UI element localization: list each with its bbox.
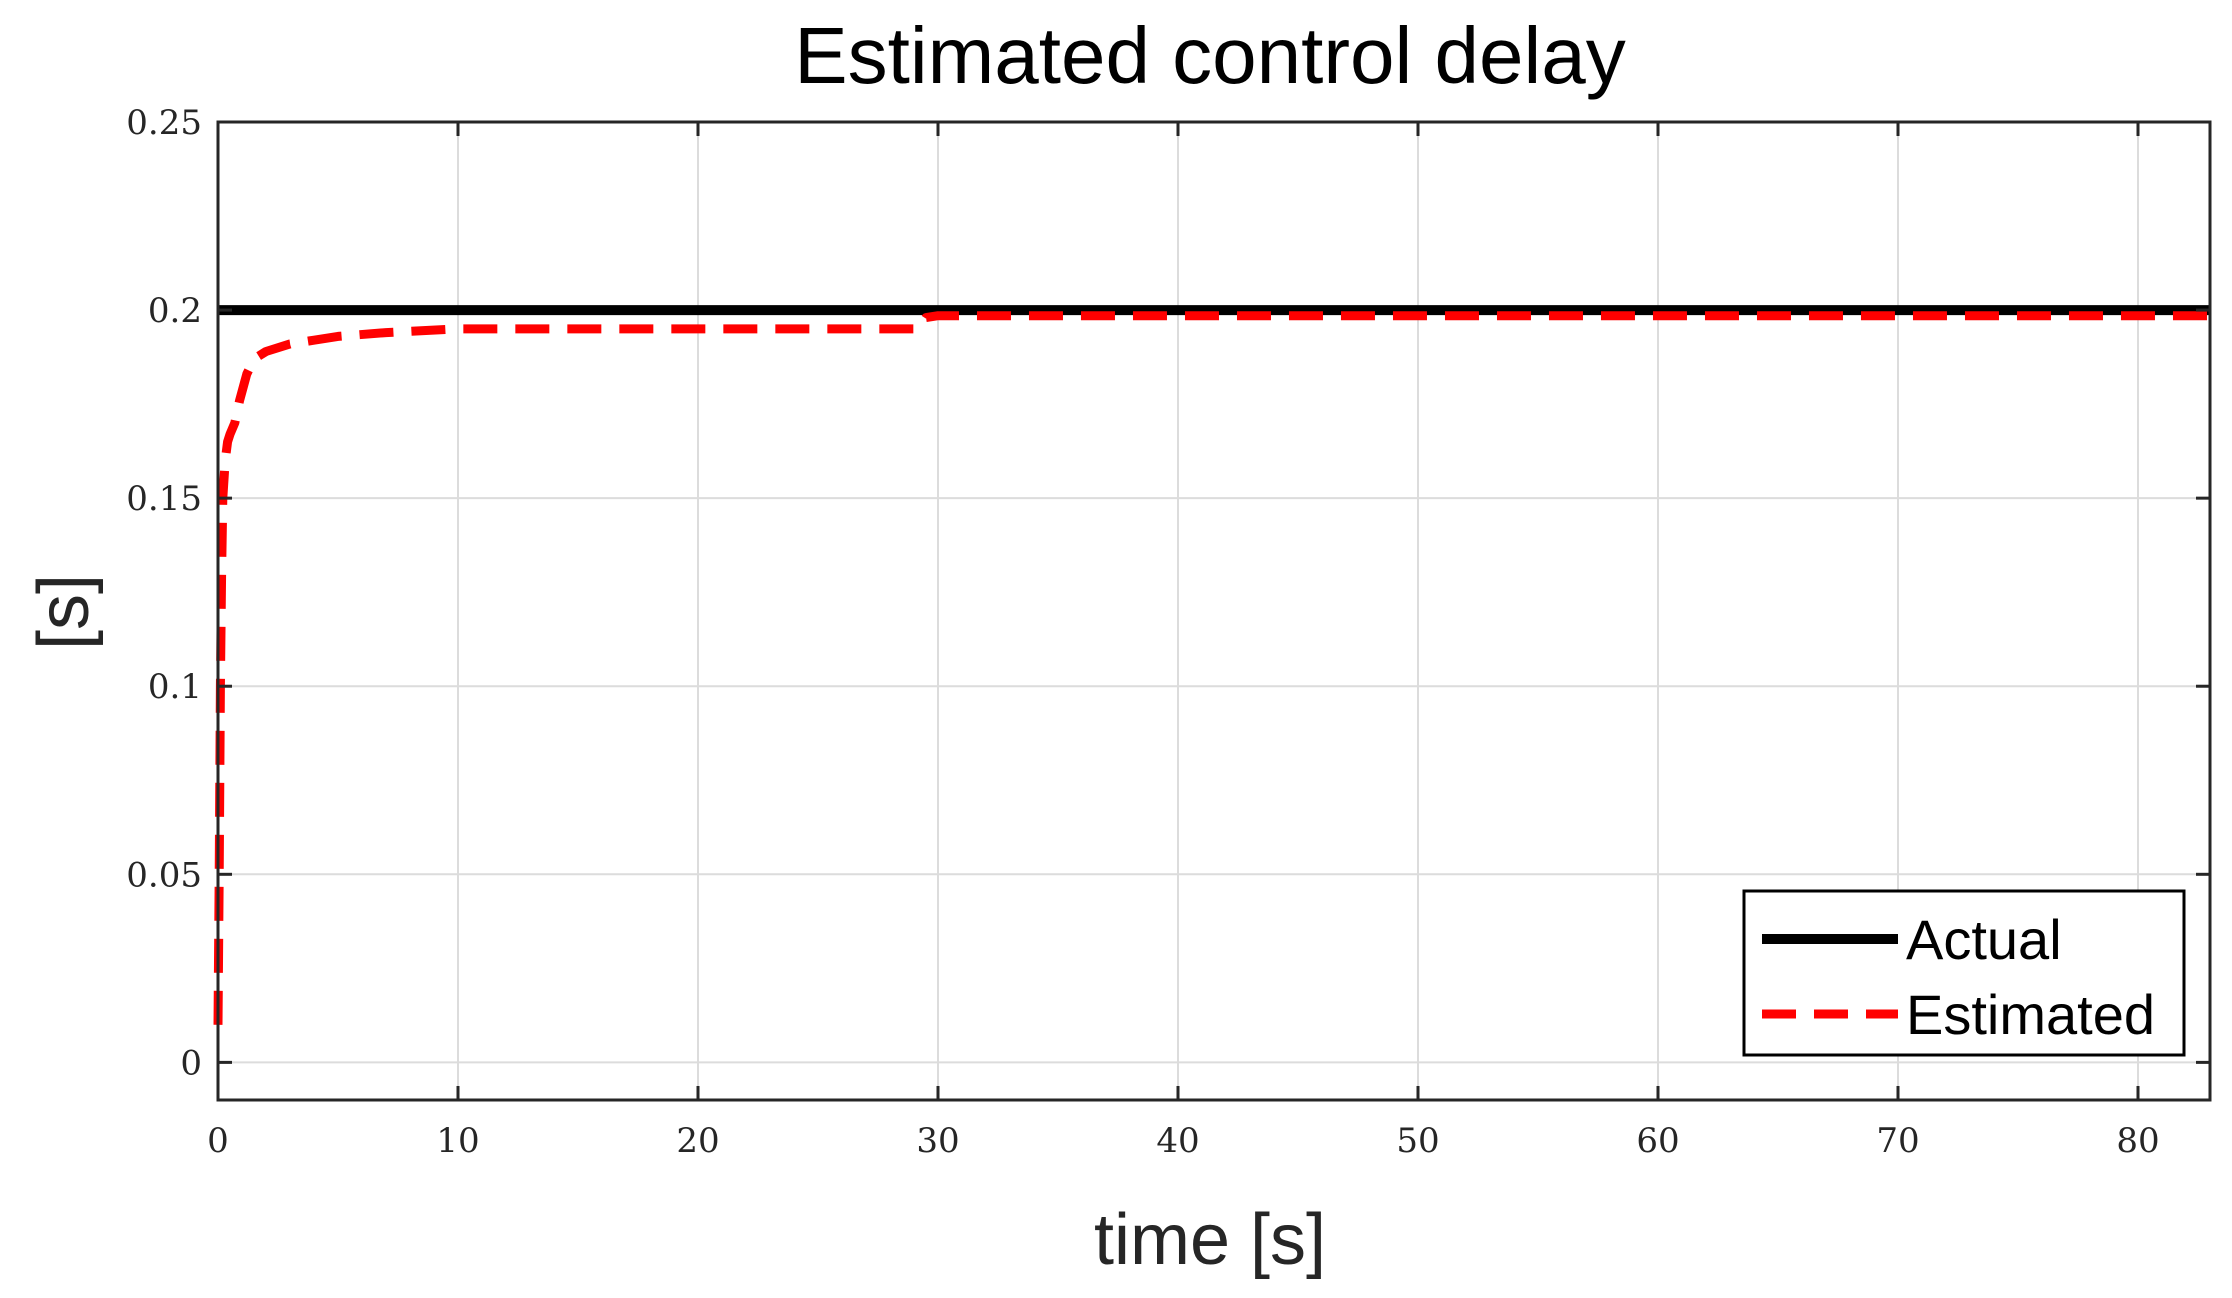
x-tick-label: 20 — [676, 1121, 719, 1161]
y-tick-label: 0.05 — [126, 855, 202, 895]
chart-title: Estimated control delay — [794, 11, 1626, 100]
x-tick-label: 0 — [207, 1121, 229, 1161]
x-tick-label: 30 — [916, 1121, 959, 1161]
y-axis-label: [s] — [24, 574, 104, 650]
legend: Actual Estimated — [1742, 889, 2186, 1057]
x-tick-label: 50 — [1396, 1121, 1439, 1161]
y-tick-label: 0.25 — [126, 103, 202, 143]
x-tick-label: 60 — [1636, 1121, 1679, 1161]
y-tick-label: 0.1 — [148, 667, 202, 707]
y-tick-label: 0.15 — [126, 479, 202, 519]
x-tick-label: 80 — [2116, 1121, 2159, 1161]
legend-box — [1742, 889, 2186, 1057]
x-tick-label: 70 — [1876, 1121, 1919, 1161]
axes-box — [216, 120, 2212, 1102]
legend-label: Actual — [1906, 908, 2062, 971]
y-tick-label: 0 — [180, 1043, 202, 1083]
y-tick-labels: 0 0.05 0.1 0.15 0.2 0.25 — [126, 103, 202, 1083]
x-axis-label: time [s] — [1094, 1200, 1326, 1280]
x-tick-labels: 0 10 20 30 40 50 60 70 80 — [207, 1121, 2159, 1161]
series-layer — [213, 305, 2210, 1025]
series-line-estimated — [213, 311, 2210, 1025]
y-tick-label: 0.2 — [148, 291, 202, 331]
axis-ticks — [216, 120, 2210, 1100]
legend-label: Estimated — [1906, 983, 2155, 1046]
x-tick-label: 40 — [1156, 1121, 1199, 1161]
x-tick-label: 10 — [436, 1121, 479, 1161]
